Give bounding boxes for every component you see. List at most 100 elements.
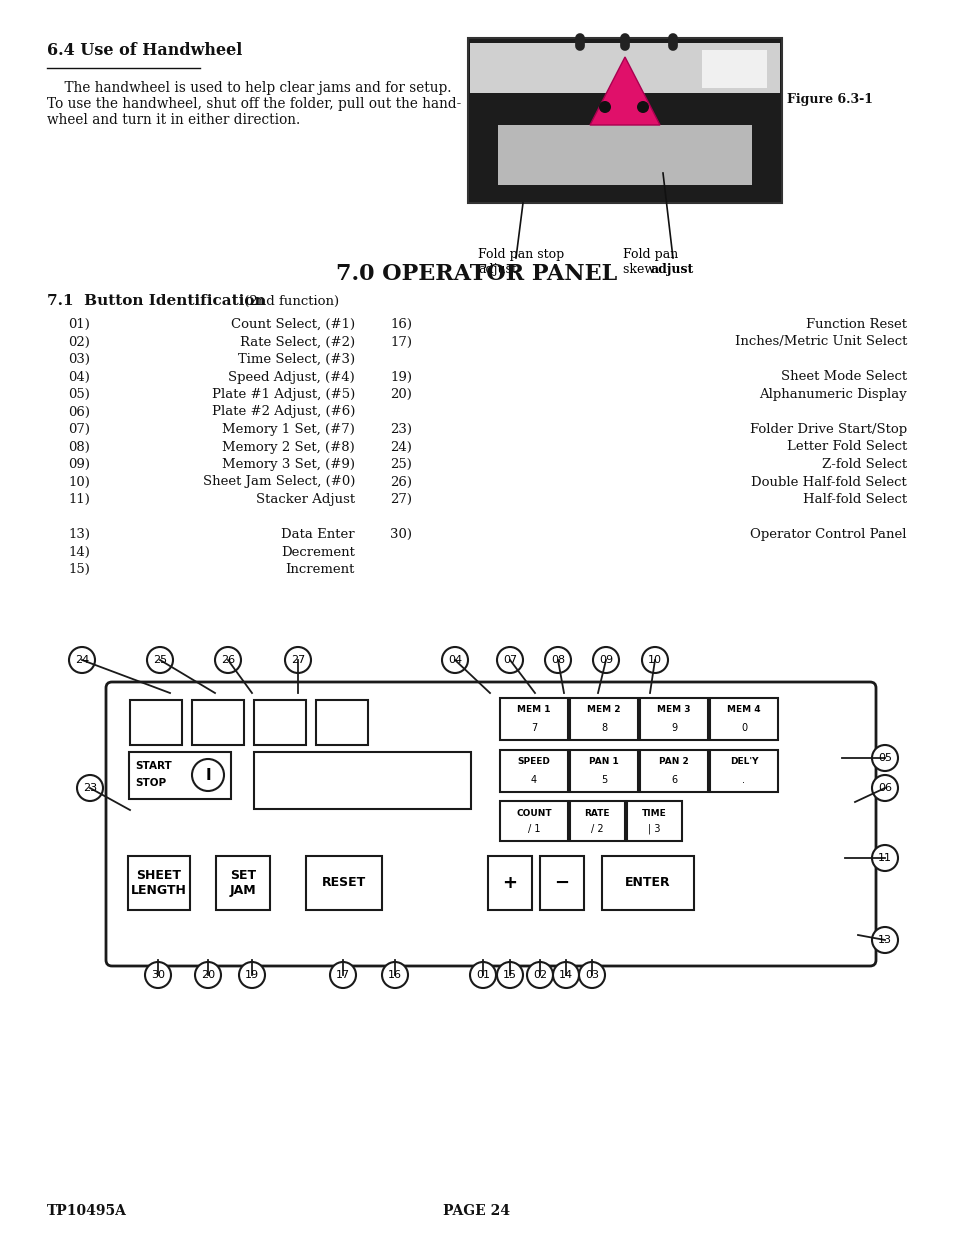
Circle shape	[871, 776, 897, 802]
FancyBboxPatch shape	[626, 802, 681, 841]
Text: Increment: Increment	[285, 563, 355, 576]
FancyBboxPatch shape	[701, 49, 766, 88]
FancyBboxPatch shape	[569, 698, 638, 740]
Text: 10): 10)	[68, 475, 90, 489]
Circle shape	[145, 962, 171, 988]
Text: / 2: / 2	[590, 824, 602, 834]
Text: 5: 5	[600, 776, 606, 785]
Text: 02): 02)	[68, 336, 90, 348]
FancyBboxPatch shape	[192, 700, 244, 745]
Text: The handwheel is used to help clear jams and for setup.: The handwheel is used to help clear jams…	[47, 82, 451, 95]
Text: MEM 1: MEM 1	[517, 705, 550, 715]
Text: Sheet Jam Select, (#0): Sheet Jam Select, (#0)	[202, 475, 355, 489]
Text: 01): 01)	[68, 317, 90, 331]
Circle shape	[871, 745, 897, 771]
Text: 07: 07	[502, 655, 517, 664]
Text: PAN 1: PAN 1	[589, 757, 618, 767]
Text: DEL'Y: DEL'Y	[729, 757, 758, 767]
Text: 6: 6	[670, 776, 677, 785]
Text: MEM 4: MEM 4	[726, 705, 760, 715]
Text: 07): 07)	[68, 424, 90, 436]
Text: 24: 24	[74, 655, 89, 664]
Circle shape	[239, 962, 265, 988]
Text: | 3: | 3	[647, 824, 659, 835]
FancyBboxPatch shape	[306, 856, 381, 910]
Text: 26): 26)	[390, 475, 412, 489]
Text: 14: 14	[558, 969, 573, 981]
Circle shape	[598, 101, 610, 112]
Text: 04): 04)	[68, 370, 90, 384]
Text: START: START	[135, 761, 172, 771]
Text: RESET: RESET	[321, 877, 366, 889]
Text: 08: 08	[551, 655, 564, 664]
Text: Fold pan: Fold pan	[622, 248, 678, 261]
Text: 03: 03	[584, 969, 598, 981]
Text: 27): 27)	[390, 493, 412, 506]
FancyBboxPatch shape	[601, 856, 693, 910]
Circle shape	[871, 927, 897, 953]
Circle shape	[553, 962, 578, 988]
Text: 25: 25	[152, 655, 167, 664]
Text: 20: 20	[201, 969, 214, 981]
Text: 02: 02	[533, 969, 546, 981]
Text: PAN 2: PAN 2	[659, 757, 688, 767]
Text: To use the handwheel, shut off the folder, pull out the hand-: To use the handwheel, shut off the folde…	[47, 98, 460, 111]
FancyBboxPatch shape	[497, 125, 751, 185]
Text: MEM 2: MEM 2	[587, 705, 620, 715]
Circle shape	[637, 101, 648, 112]
Text: 30: 30	[151, 969, 165, 981]
Circle shape	[470, 962, 496, 988]
Text: Half-fold Select: Half-fold Select	[802, 493, 906, 506]
Text: 30): 30)	[390, 529, 412, 541]
Circle shape	[441, 647, 468, 673]
Text: 11): 11)	[68, 493, 90, 506]
Text: Letter Fold Select: Letter Fold Select	[786, 441, 906, 453]
Text: 11: 11	[877, 853, 891, 863]
Circle shape	[871, 845, 897, 871]
FancyBboxPatch shape	[569, 750, 638, 792]
Circle shape	[641, 647, 667, 673]
Text: MEM 3: MEM 3	[657, 705, 690, 715]
Text: 23: 23	[83, 783, 97, 793]
FancyBboxPatch shape	[539, 856, 583, 910]
Text: Plate #1 Adjust, (#5): Plate #1 Adjust, (#5)	[212, 388, 355, 401]
Text: 05): 05)	[68, 388, 90, 401]
Circle shape	[69, 647, 95, 673]
Text: skew: skew	[622, 263, 659, 275]
Text: 23): 23)	[390, 424, 412, 436]
Text: Fold pan stop: Fold pan stop	[477, 248, 563, 261]
FancyBboxPatch shape	[106, 682, 875, 966]
FancyBboxPatch shape	[488, 856, 532, 910]
Text: 13: 13	[877, 935, 891, 945]
Text: 01: 01	[476, 969, 490, 981]
Text: COUNT: COUNT	[516, 809, 551, 818]
Text: Memory 1 Set, (#7): Memory 1 Set, (#7)	[222, 424, 355, 436]
Text: 08): 08)	[68, 441, 90, 453]
Text: / 1: / 1	[527, 824, 539, 834]
Circle shape	[497, 962, 522, 988]
Text: Sheet Mode Select: Sheet Mode Select	[781, 370, 906, 384]
Text: 20): 20)	[390, 388, 412, 401]
Text: 7.1  Button Identification: 7.1 Button Identification	[47, 294, 265, 308]
Text: 15): 15)	[68, 563, 90, 576]
Text: 19): 19)	[390, 370, 412, 384]
Circle shape	[194, 962, 221, 988]
Circle shape	[544, 647, 571, 673]
Text: Inches/Metric Unit Select: Inches/Metric Unit Select	[734, 336, 906, 348]
Text: 06: 06	[877, 783, 891, 793]
Text: 16): 16)	[390, 317, 412, 331]
Text: Rate Select, (#2): Rate Select, (#2)	[239, 336, 355, 348]
Text: PAGE 24: PAGE 24	[443, 1204, 510, 1218]
FancyBboxPatch shape	[499, 698, 567, 740]
Text: 16: 16	[388, 969, 401, 981]
Text: SHEET
LENGTH: SHEET LENGTH	[131, 869, 187, 897]
Text: 9: 9	[670, 722, 677, 734]
Text: SPEED: SPEED	[517, 757, 550, 767]
Circle shape	[77, 776, 103, 802]
Text: SET
JAM: SET JAM	[230, 869, 256, 897]
Text: Folder Drive Start/Stop: Folder Drive Start/Stop	[749, 424, 906, 436]
Text: 7.0 OPERATOR PANEL: 7.0 OPERATOR PANEL	[336, 263, 617, 285]
FancyBboxPatch shape	[470, 43, 780, 93]
Text: I: I	[205, 767, 211, 783]
Text: 19: 19	[245, 969, 259, 981]
